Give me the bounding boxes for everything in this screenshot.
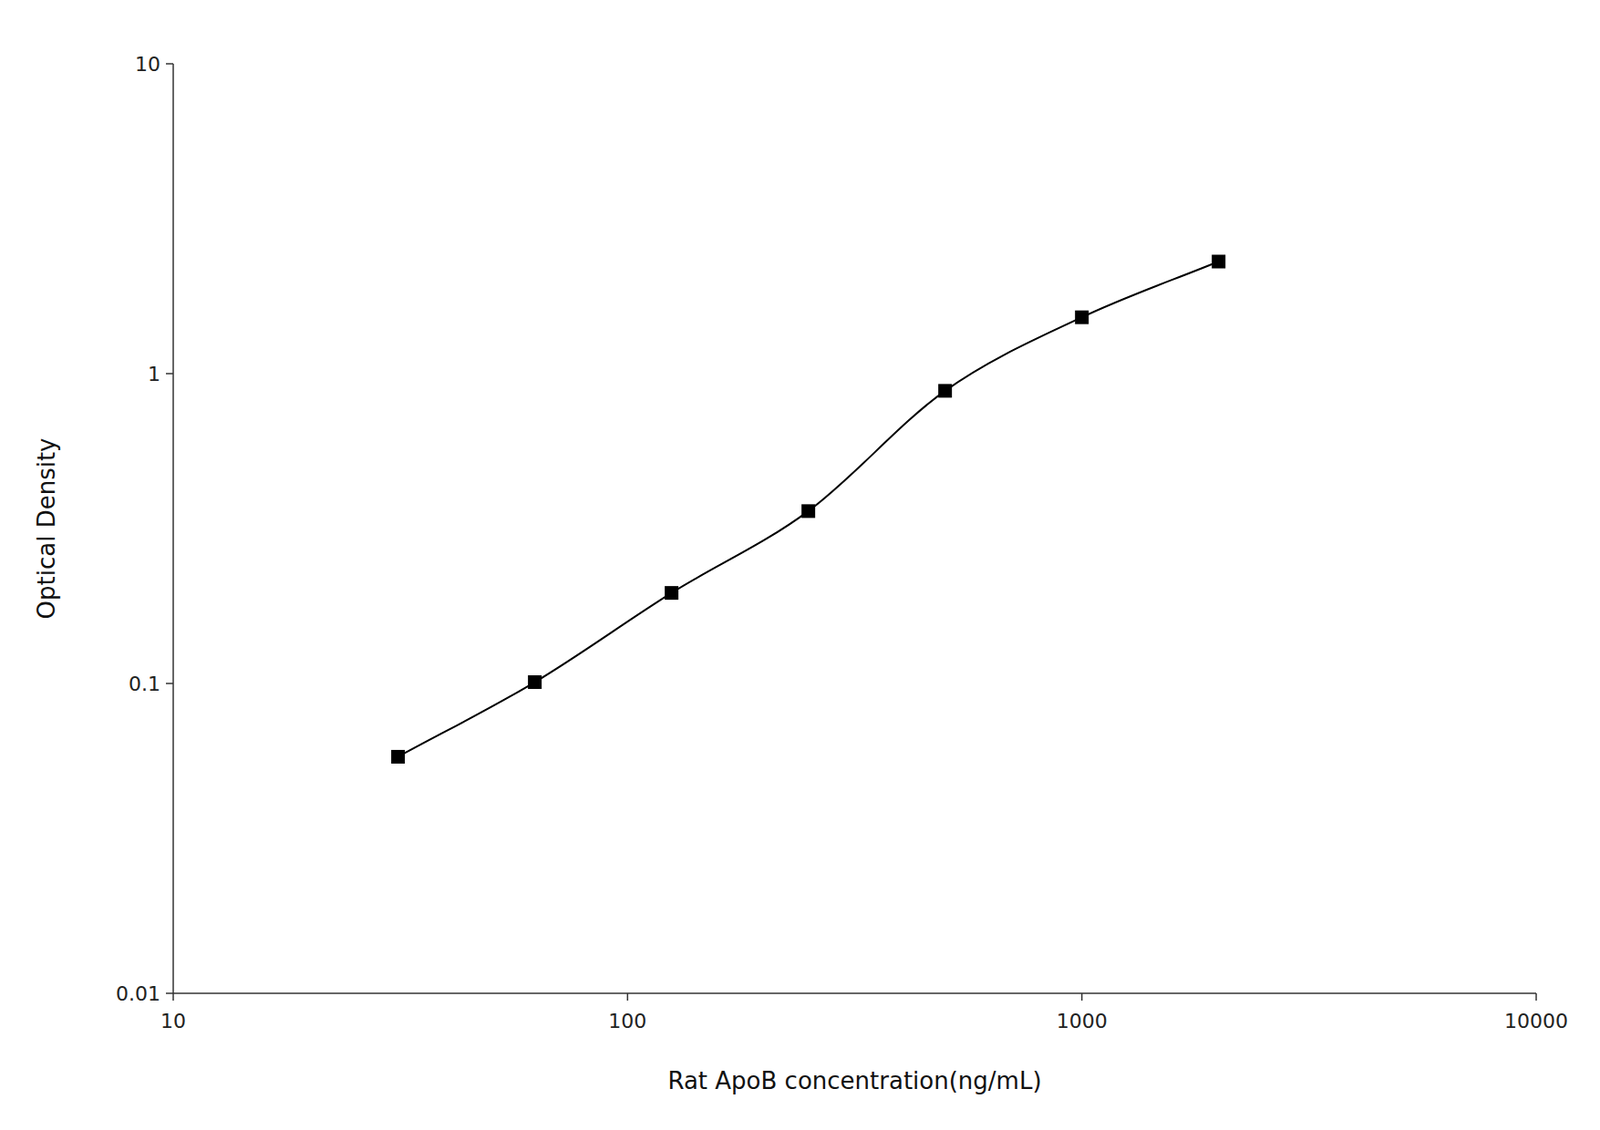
x-tick-label: 10000 <box>1504 1010 1569 1033</box>
y-tick <box>165 682 174 685</box>
data-point <box>1211 255 1226 269</box>
x-tick-label: 100 <box>608 1010 647 1033</box>
y-axis-label: Optical Density <box>32 438 61 620</box>
data-point <box>391 750 405 764</box>
data-point <box>938 383 952 398</box>
data-point <box>801 504 816 518</box>
x-tick-label: 1000 <box>1056 1010 1108 1033</box>
x-tick <box>172 993 175 1002</box>
fit-line <box>398 261 1219 757</box>
y-tick-label: 10 <box>134 52 161 76</box>
x-axis-label: Rat ApoB concentration(ng/mL) <box>667 1067 1042 1095</box>
x-axis-line <box>173 992 1537 995</box>
y-tick-label: 1 <box>147 362 161 386</box>
plot-area <box>391 255 1226 764</box>
y-tick <box>165 992 174 995</box>
x-tick <box>1081 993 1084 1002</box>
data-point <box>664 586 679 600</box>
x-tick-label: 10 <box>160 1010 186 1033</box>
data-point <box>527 675 542 690</box>
y-tick <box>165 372 174 375</box>
x-tick <box>627 993 630 1002</box>
data-point <box>1074 310 1089 325</box>
chart-container: 10 100 1000 10000 0.01 0.1 1 10 Rat ApoB concent… <box>0 0 1600 1130</box>
chart-svg: 10 100 1000 10000 0.01 0.1 1 10 Rat ApoB concent… <box>0 0 1600 1130</box>
x-tick <box>1535 993 1538 1002</box>
y-tick-label: 0.1 <box>128 672 161 696</box>
y-tick <box>165 62 174 65</box>
y-axis-line <box>172 63 175 994</box>
y-tick-label: 0.01 <box>115 982 161 1006</box>
